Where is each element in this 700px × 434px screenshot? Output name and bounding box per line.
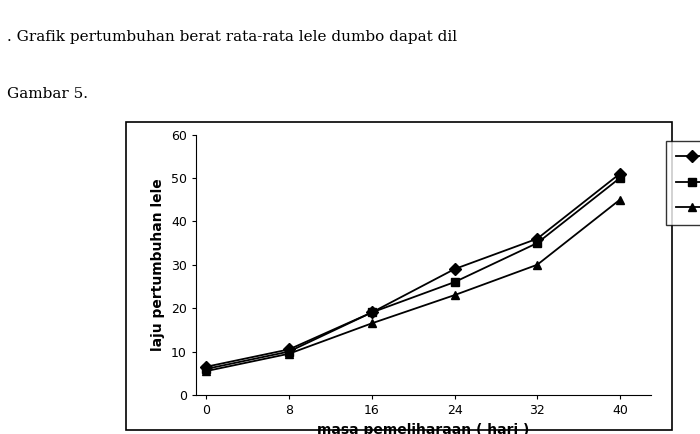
300 ekor/m xyxy=(368,321,376,326)
Legend: 100 ekor/m, 200 ekor/m, 300 ekor/m: 100 ekor/m, 200 ekor/m, 300 ekor/m xyxy=(666,141,700,225)
Line: 300 ekor/m: 300 ekor/m xyxy=(202,195,624,375)
300 ekor/m xyxy=(616,197,624,202)
200 ekor/m xyxy=(202,366,211,372)
Text: Gambar 5.: Gambar 5. xyxy=(7,87,88,101)
200 ekor/m xyxy=(450,279,459,285)
200 ekor/m xyxy=(368,310,376,315)
300 ekor/m xyxy=(285,351,293,356)
200 ekor/m xyxy=(533,240,542,246)
300 ekor/m xyxy=(533,262,542,267)
Text: . Grafik pertumbuhan berat rata-rata lele dumbo dapat dil: . Grafik pertumbuhan berat rata-rata lel… xyxy=(7,30,457,44)
100 ekor/m xyxy=(616,171,624,176)
100 ekor/m xyxy=(450,266,459,272)
200 ekor/m xyxy=(616,175,624,181)
Y-axis label: laju pertumbuhan lele: laju pertumbuhan lele xyxy=(151,178,165,351)
300 ekor/m xyxy=(450,293,459,298)
100 ekor/m xyxy=(202,364,211,369)
Line: 200 ekor/m: 200 ekor/m xyxy=(202,174,624,373)
300 ekor/m xyxy=(202,368,211,374)
100 ekor/m xyxy=(533,236,542,241)
Line: 100 ekor/m: 100 ekor/m xyxy=(202,169,624,371)
X-axis label: masa pemeliharaan ( hari ): masa pemeliharaan ( hari ) xyxy=(317,423,530,434)
100 ekor/m xyxy=(285,347,293,352)
200 ekor/m xyxy=(285,349,293,354)
100 ekor/m xyxy=(368,310,376,315)
